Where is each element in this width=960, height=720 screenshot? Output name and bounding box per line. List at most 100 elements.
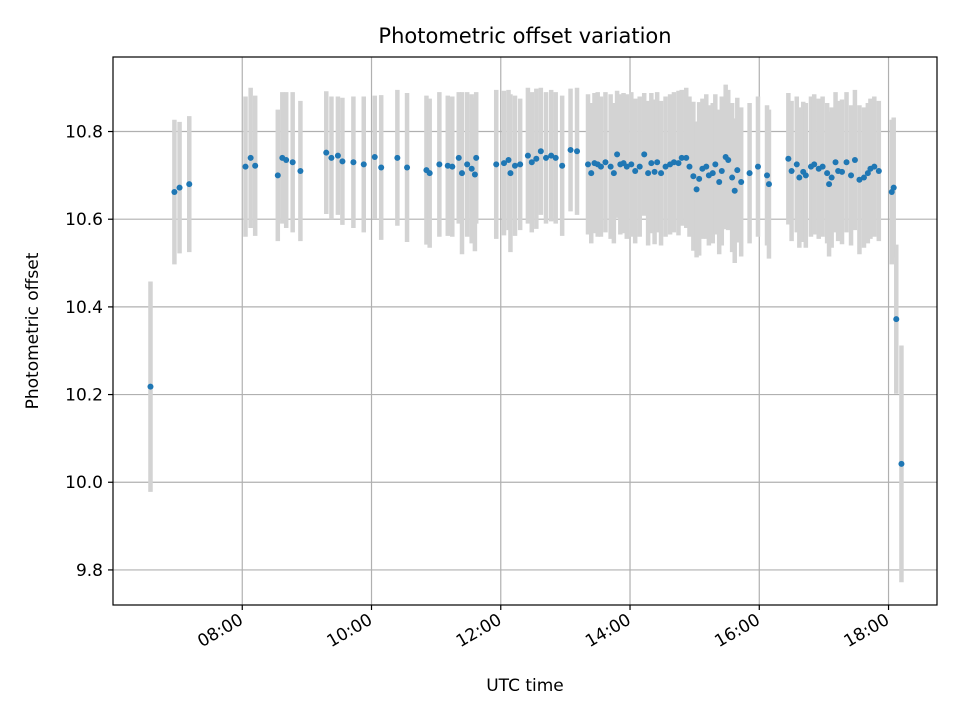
data-point (738, 178, 745, 185)
data-point (785, 155, 792, 162)
data-point (693, 186, 700, 193)
data-point (754, 163, 761, 170)
data-point (378, 164, 385, 171)
data-point (371, 153, 378, 160)
data-point (648, 160, 655, 167)
data-point (444, 162, 451, 169)
data-point (793, 161, 800, 168)
data-point (709, 170, 716, 177)
data-point (436, 161, 443, 168)
data-point (746, 170, 753, 177)
data-point (856, 176, 863, 183)
data-point (819, 163, 826, 170)
data-point (500, 160, 507, 167)
data-point (765, 181, 772, 188)
data-point (734, 167, 741, 174)
data-point (507, 170, 514, 177)
data-point (394, 154, 401, 161)
data-point (875, 167, 882, 174)
data-point (898, 460, 905, 467)
data-point (468, 165, 475, 172)
data-point (683, 154, 690, 161)
data-point (537, 148, 544, 155)
data-point (678, 154, 685, 161)
data-point (602, 159, 609, 166)
y-tick-label: 10.4 (65, 298, 103, 318)
data-point (297, 167, 304, 174)
data-point (171, 189, 178, 196)
data-point (552, 154, 559, 161)
y-tick-label: 9.8 (76, 561, 103, 581)
data-point (890, 184, 897, 191)
data-point (662, 163, 669, 170)
data-point (283, 157, 290, 164)
y-tick-label: 10.2 (65, 386, 103, 406)
data-point (147, 383, 154, 390)
data-point (350, 159, 357, 166)
data-point (585, 161, 592, 168)
data-point (607, 163, 614, 170)
data-point (458, 170, 465, 177)
data-point (247, 154, 254, 161)
data-point (832, 159, 839, 166)
data-point (449, 163, 456, 170)
chart-title: Photometric offset variation (378, 24, 671, 48)
data-point (848, 172, 855, 179)
data-point (796, 174, 803, 181)
data-point (725, 157, 732, 164)
data-point (864, 170, 871, 177)
data-point (543, 154, 550, 161)
data-point (505, 157, 512, 164)
data-point (696, 175, 703, 182)
data-point (632, 167, 639, 174)
data-point (597, 163, 604, 170)
data-point (455, 154, 462, 161)
y-tick-label: 10.6 (65, 210, 103, 230)
data-point (824, 170, 831, 177)
data-point (729, 174, 736, 181)
data-point (654, 159, 661, 166)
data-point (471, 171, 478, 178)
data-point (511, 162, 518, 169)
data-point (404, 164, 411, 171)
data-point (464, 161, 471, 168)
data-point (636, 163, 643, 170)
data-point (339, 158, 346, 165)
data-point (614, 151, 621, 158)
data-point (588, 170, 595, 177)
data-point (860, 174, 867, 181)
data-point (528, 159, 535, 166)
data-point (641, 151, 648, 158)
data-point (274, 172, 281, 179)
plot-frame (112, 56, 938, 606)
data-point (360, 161, 367, 168)
data-point (323, 149, 330, 156)
data-points (147, 146, 905, 467)
data-point (242, 163, 249, 170)
data-point (559, 162, 566, 169)
data-point (718, 167, 725, 174)
data-point (826, 181, 833, 188)
data-point (811, 161, 818, 168)
data-point (670, 159, 677, 166)
data-point (716, 178, 723, 185)
data-point (473, 154, 480, 161)
data-point (802, 172, 809, 179)
data-point (176, 184, 183, 191)
data-point (788, 167, 795, 174)
data-point (610, 170, 617, 177)
x-axis-label: UTC time (486, 676, 564, 696)
data-point (289, 159, 296, 166)
data-point (686, 163, 693, 170)
data-point (658, 170, 665, 177)
data-point (567, 146, 574, 153)
data-point (252, 162, 259, 169)
data-point (524, 152, 531, 159)
data-point (828, 174, 835, 181)
data-point (426, 170, 433, 177)
data-point (328, 154, 335, 161)
data-point (574, 148, 581, 155)
data-point (645, 170, 652, 177)
data-point (517, 161, 524, 168)
